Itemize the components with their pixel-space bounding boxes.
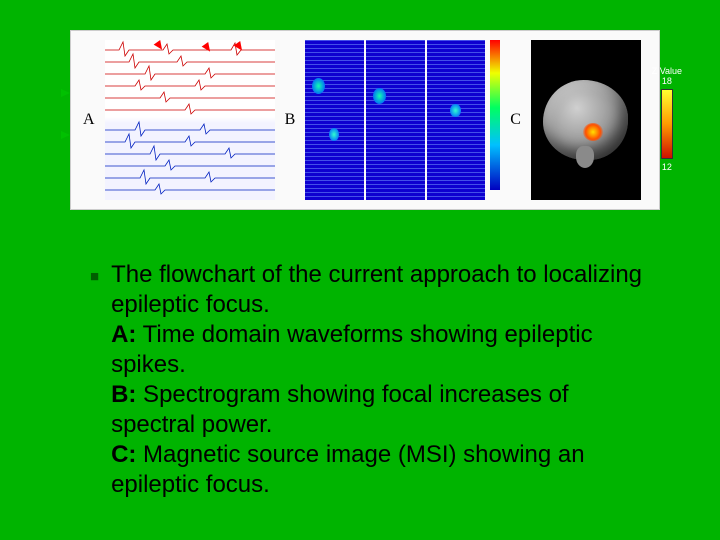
caption-b-text: Spectrogram showing focal increases of s… [111,381,569,438]
slide-caption: ■ The flowchart of the current approach … [90,260,650,500]
bullet-icon: ■ [90,268,99,500]
spectrogram-col [305,40,364,200]
focal-arrow-icon [61,131,70,139]
z-gradient-bar [661,89,673,159]
z-tick: 12 [647,162,687,172]
panel-b-spectrogram [305,40,500,200]
caption-c-text: Magnetic source image (MSI) showing an e… [111,441,585,498]
caption-b-label: B: [111,381,136,408]
focal-arrow-icon [61,89,70,97]
caption-a-label: A: [111,321,136,348]
caption-a-text: Time domain waveforms showing epileptic … [111,321,593,378]
epileptic-focus-icon [583,123,603,141]
z-tick: 18 [647,76,687,86]
panel-a-label: A [79,111,99,129]
z-colorbar: Z Value 18 12 [647,66,687,172]
panel-b-label: B [281,111,300,129]
panel-a-waveforms [105,40,275,200]
brain-render [543,80,628,160]
spectrogram-col [366,40,425,200]
panel-c-label: C [506,111,525,129]
caption-text: The flowchart of the current approach to… [111,260,650,500]
waveform-svg [105,40,275,200]
panel-c-brain: Z Value 18 12 [531,40,641,200]
caption-intro: The flowchart of the current approach to… [111,261,642,318]
caption-c-label: C: [111,441,136,468]
spectrogram-col [427,40,486,200]
z-label: Z Value [647,66,687,76]
spectrogram-colorbar [490,40,500,190]
figure-panel: A B [70,30,660,210]
